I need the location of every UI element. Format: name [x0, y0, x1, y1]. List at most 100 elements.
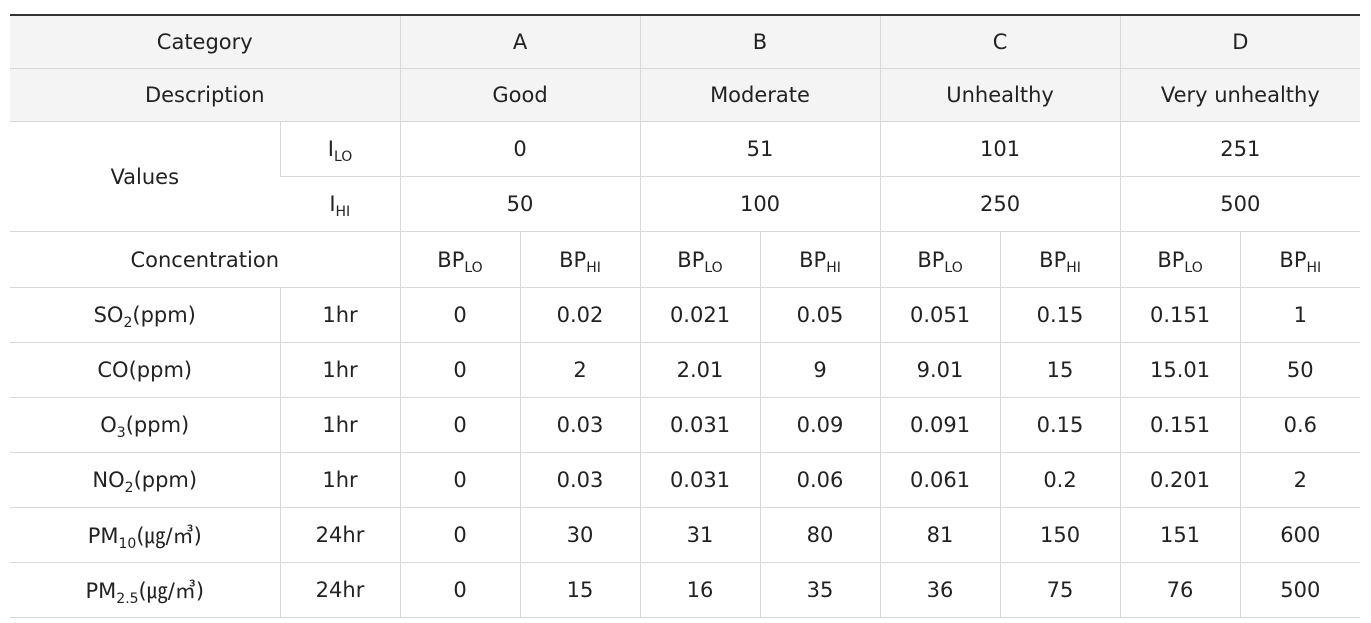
- table-cell: 0: [399, 452, 520, 508]
- table-cell: 150: [999, 507, 1121, 563]
- table-cell: 50: [1239, 342, 1361, 398]
- table-cell: 15: [999, 342, 1121, 398]
- table-cell: 0.03: [519, 397, 640, 453]
- table-cell: 15: [519, 562, 640, 618]
- bp-lo-a: BPLO: [399, 231, 520, 288]
- table-cell: 35: [759, 562, 881, 618]
- concentration-label: Concentration: [10, 231, 400, 288]
- table-row: CO(ppm) 1hr 0 2 2.01 9 9.01 15 15.01 50: [10, 342, 1361, 398]
- concentration-row: Concentration BPLO BPHI BPLO BPHI BPLO B…: [10, 231, 1361, 288]
- description-b: Moderate: [639, 68, 881, 122]
- values-label: Values: [10, 121, 280, 232]
- table-cell: 0: [399, 287, 520, 343]
- description-d: Very unhealthy: [1119, 68, 1361, 122]
- table-cell: 31: [639, 507, 760, 563]
- pollutant-name: CO(ppm): [10, 342, 280, 398]
- table-cell: 0.061: [879, 452, 1001, 508]
- averaging-period: 1hr: [279, 397, 400, 453]
- table-cell: 15.01: [1119, 342, 1241, 398]
- table-cell: 0: [399, 342, 520, 398]
- bp-hi-a: BPHI: [519, 231, 640, 288]
- table-cell: 0.151: [1119, 287, 1241, 343]
- averaging-period: 1hr: [279, 452, 400, 508]
- ihi-d: 500: [1119, 176, 1361, 232]
- table-cell: 81: [879, 507, 1001, 563]
- table-cell: 0.02: [519, 287, 640, 343]
- table-cell: 0.091: [879, 397, 1001, 453]
- table-cell: 2.01: [639, 342, 760, 398]
- category-b: B: [639, 15, 881, 69]
- bp-hi-c: BPHI: [999, 231, 1121, 288]
- pollutant-name: SO2(ppm): [10, 287, 280, 343]
- category-label: Category: [10, 15, 400, 69]
- table-cell: 1: [1239, 287, 1361, 343]
- bp-lo-c: BPLO: [879, 231, 1001, 288]
- table-cell: 0.031: [639, 397, 760, 453]
- table-cell: 75: [999, 562, 1121, 618]
- table-cell: 600: [1239, 507, 1361, 563]
- table-cell: 0.031: [639, 452, 760, 508]
- table-cell: 36: [879, 562, 1001, 618]
- averaging-period: 24hr: [279, 562, 400, 618]
- table-cell: 151: [1119, 507, 1241, 563]
- bp-lo-d: BPLO: [1119, 231, 1241, 288]
- table-cell: 76: [1119, 562, 1241, 618]
- description-c: Unhealthy: [879, 68, 1121, 122]
- table-cell: 0: [399, 507, 520, 563]
- ilo-a: 0: [399, 121, 640, 177]
- table-cell: 9.01: [879, 342, 1001, 398]
- pollutant-name: O3(ppm): [10, 397, 280, 453]
- table-cell: 0.6: [1239, 397, 1361, 453]
- category-a: A: [399, 15, 640, 69]
- table-cell: 80: [759, 507, 881, 563]
- ihi-b: 100: [639, 176, 881, 232]
- pollutant-name: NO2(ppm): [10, 452, 280, 508]
- averaging-period: 1hr: [279, 287, 400, 343]
- ihi-a: 50: [399, 176, 640, 232]
- bp-hi-d: BPHI: [1239, 231, 1361, 288]
- ilo-label: ILO: [279, 121, 400, 177]
- table-cell: 0: [399, 562, 520, 618]
- bp-hi-b: BPHI: [759, 231, 881, 288]
- table-cell: 0.021: [639, 287, 760, 343]
- description-label: Description: [10, 68, 400, 122]
- description-row: Description Good Moderate Unhealthy Very…: [10, 68, 1361, 122]
- table-row: NO2(ppm) 1hr 0 0.03 0.031 0.06 0.061 0.2…: [10, 452, 1361, 508]
- description-a: Good: [399, 68, 640, 122]
- ihi-c: 250: [879, 176, 1121, 232]
- table-cell: 0.201: [1119, 452, 1241, 508]
- table-cell: 0.03: [519, 452, 640, 508]
- table-cell: 0: [399, 397, 520, 453]
- table-cell: 500: [1239, 562, 1361, 618]
- ilo-c: 101: [879, 121, 1121, 177]
- ihi-label: IHI: [280, 176, 400, 232]
- table-cell: 2: [519, 342, 640, 398]
- table-cell: 0.06: [759, 452, 881, 508]
- table-cell: 16: [639, 562, 760, 618]
- aqi-breakpoint-table: Category A B C D Description Good Modera…: [10, 14, 1361, 618]
- table-cell: 9: [759, 342, 881, 398]
- pollutant-name: PM2.5(㎍/㎥): [10, 562, 280, 618]
- table-row: PM10(㎍/㎥) 24hr 0 30 31 80 81 150 151 600: [10, 507, 1361, 563]
- table-cell: 0.15: [999, 287, 1121, 343]
- table-cell: 0.2: [999, 452, 1121, 508]
- ilo-d: 251: [1119, 121, 1361, 177]
- pollutant-name: PM10(㎍/㎥): [10, 507, 280, 563]
- values-ihi-row: IHI 50 100 250 500: [10, 176, 1361, 232]
- table-row: O3(ppm) 1hr 0 0.03 0.031 0.09 0.091 0.15…: [10, 397, 1361, 453]
- table-row: PM2.5(㎍/㎥) 24hr 0 15 16 35 36 75 76 500: [10, 562, 1361, 618]
- category-d: D: [1119, 15, 1361, 69]
- averaging-period: 1hr: [279, 342, 400, 398]
- bp-lo-b: BPLO: [639, 231, 760, 288]
- aqi-table-container: Category A B C D Description Good Modera…: [10, 14, 1361, 618]
- table-cell: 0.15: [999, 397, 1121, 453]
- table-row: SO2(ppm) 1hr 0 0.02 0.021 0.05 0.051 0.1…: [10, 287, 1361, 343]
- table-cell: 0.09: [759, 397, 881, 453]
- table-cell: 0.151: [1119, 397, 1241, 453]
- averaging-period: 24hr: [279, 507, 400, 563]
- category-row: Category A B C D: [10, 15, 1361, 69]
- category-c: C: [879, 15, 1121, 69]
- values-ilo-row: Values ILO 0 51 101 251: [10, 121, 1361, 232]
- table-cell: 2: [1239, 452, 1361, 508]
- table-cell: 0.051: [879, 287, 1001, 343]
